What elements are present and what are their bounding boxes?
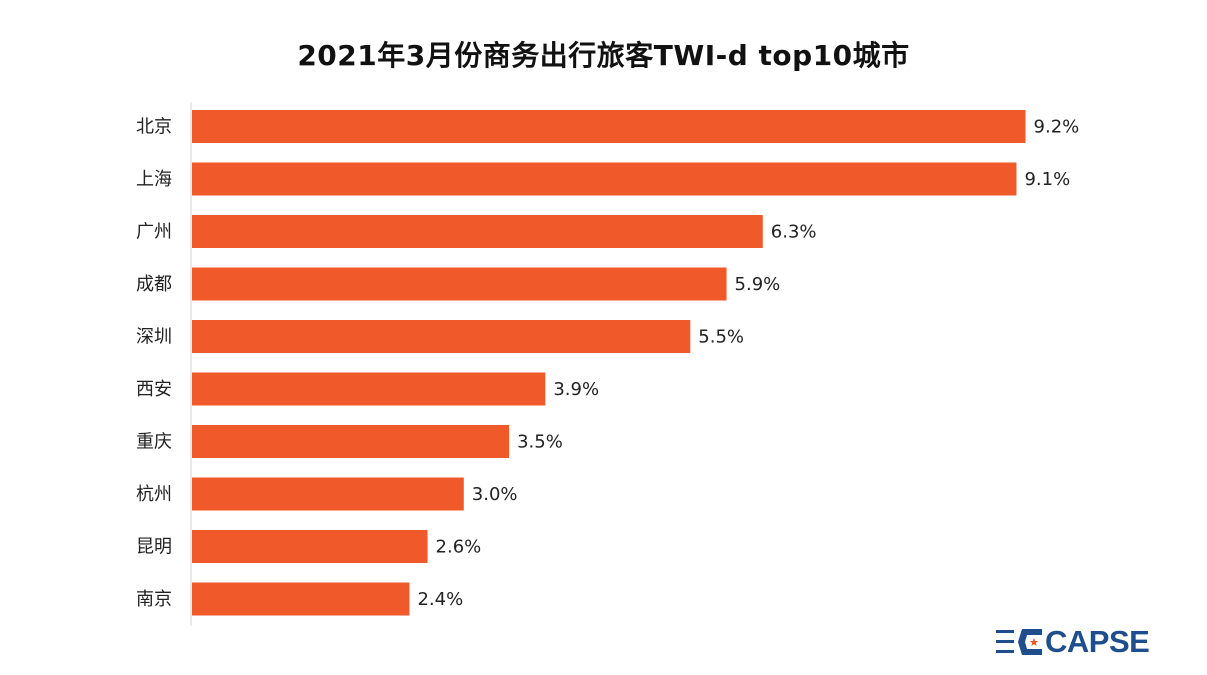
value-label-0: 9.2% (1034, 117, 1080, 138)
category-label-2: 广州 (136, 222, 172, 243)
logo-mark-icon (996, 629, 1042, 655)
bar-9 (192, 582, 410, 616)
category-label-6: 重庆 (136, 432, 172, 453)
value-label-5: 3.9% (553, 379, 599, 400)
category-label-3: 成都 (136, 274, 172, 295)
value-label-1: 9.1% (1024, 169, 1070, 190)
category-label-9: 南京 (136, 589, 172, 610)
category-label-4: 深圳 (136, 327, 172, 348)
value-label-3: 5.9% (735, 274, 781, 295)
value-label-6: 3.5% (517, 432, 563, 453)
value-label-9: 2.4% (417, 589, 463, 610)
bar-4 (192, 320, 691, 353)
value-label-7: 3.0% (472, 484, 518, 505)
value-label-2: 6.3% (771, 222, 817, 243)
value-label-4: 5.5% (698, 327, 744, 348)
logo-text: CAPSE (1045, 624, 1150, 659)
bar-7 (192, 477, 464, 511)
category-label-1: 上海 (136, 169, 172, 190)
category-label-5: 西安 (136, 379, 172, 400)
bar-6 (192, 425, 510, 458)
chart-title: 2021年3月份商务出行旅客TWI-d top10城市 (297, 39, 910, 72)
capse-logo: CAPSE (996, 622, 1150, 662)
bar-5 (192, 372, 546, 406)
category-label-7: 杭州 (136, 484, 172, 505)
bar-3 (192, 267, 727, 301)
bar-0 (192, 110, 1026, 143)
bars-group: 北京 9.2% 上海 9.1% 广州 6.3% 成都 5.9% 深圳 5.5% 西安 3.9% 重庆 3.… (136, 110, 1079, 616)
category-label-0: 北京 (136, 117, 172, 138)
bar-8 (192, 530, 428, 563)
value-label-8: 2.6% (436, 537, 482, 558)
category-label-8: 昆明 (136, 537, 172, 558)
bar-2 (192, 215, 763, 248)
bar-1 (192, 162, 1017, 196)
